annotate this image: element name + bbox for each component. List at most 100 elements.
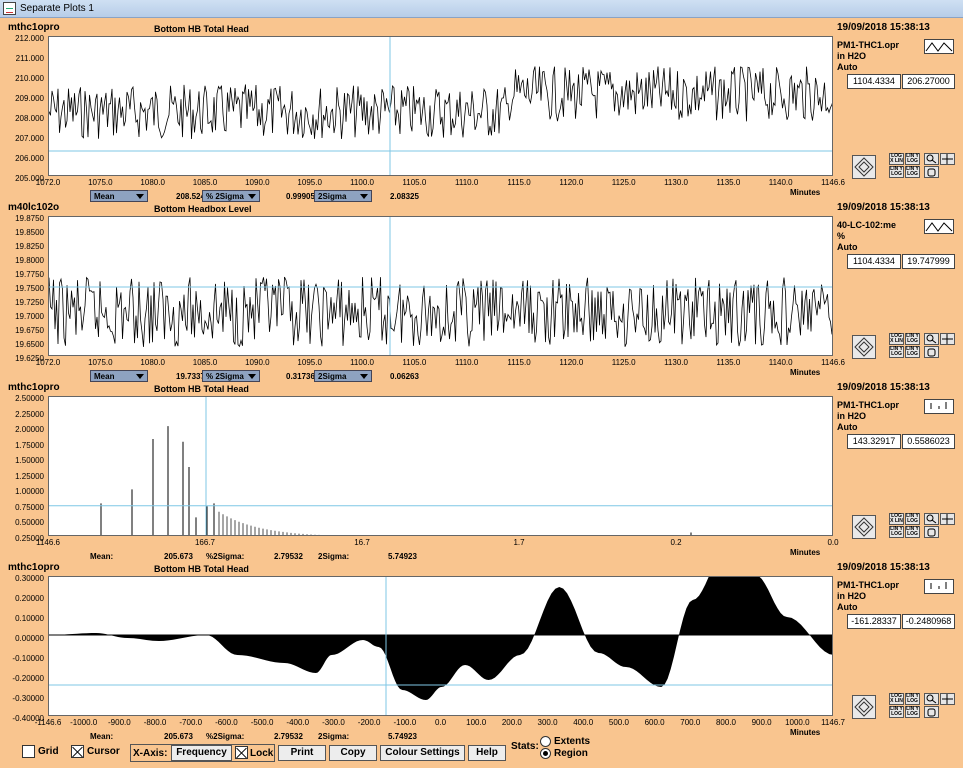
y-tick-label: 19.6500 xyxy=(15,340,44,349)
stat2-value: 2.79532 xyxy=(274,552,303,561)
y-tick-label: 0.75000 xyxy=(15,502,44,512)
grid-checkbox[interactable] xyxy=(22,745,35,758)
stat2-select[interactable]: % 2Sigma xyxy=(202,190,260,202)
pan-navigation-icon[interactable] xyxy=(852,335,876,359)
lin-y-left-icon[interactable]: LIN Y LOG xyxy=(889,526,904,538)
x-tick-label: 100.0 xyxy=(466,718,487,727)
wave-style-icon[interactable] xyxy=(924,39,954,54)
help-button[interactable]: Help xyxy=(468,745,506,761)
y-tick-label: 19.6250 xyxy=(15,354,44,363)
plot-timestamp: 19/09/2018 15:38:13 xyxy=(837,562,930,573)
colour-settings-button[interactable]: Colour Settings xyxy=(380,745,465,761)
x-tick-label: 1120.0 xyxy=(559,358,584,367)
cursor-checkbox[interactable] xyxy=(71,745,84,758)
region-radio[interactable] xyxy=(540,748,551,759)
lin-y-left-icon[interactable]: LIN Y LOG xyxy=(889,166,904,178)
x-tick-label: 1105.0 xyxy=(402,358,427,367)
log-x-toggle-icon[interactable]: LOG X LIN xyxy=(889,513,904,525)
crosshair-icon[interactable] xyxy=(940,693,955,705)
zoom-icon[interactable] xyxy=(924,153,939,165)
plot-area[interactable] xyxy=(48,576,833,716)
copy-button[interactable]: Copy xyxy=(329,745,377,761)
zoom-icon[interactable] xyxy=(924,693,939,705)
crosshair-icon[interactable] xyxy=(940,333,955,345)
y-tick-label: 211.000 xyxy=(15,54,44,63)
lin-y-left-icon[interactable]: LIN Y LOG xyxy=(889,346,904,358)
stat3-select[interactable]: 2Sigma xyxy=(314,190,372,202)
y-tick-label: 0.10000 xyxy=(15,614,44,623)
log-x-toggle-icon[interactable]: LOG X LIN xyxy=(889,153,904,165)
x-tick-label: 1090.0 xyxy=(245,358,270,367)
y-tick-label: 205.000 xyxy=(15,174,44,183)
plot-trace xyxy=(49,397,832,535)
y-tick-label: 19.8000 xyxy=(15,256,44,265)
plot-area[interactable] xyxy=(48,216,833,356)
stats-label: Stats: xyxy=(511,741,539,752)
lin-y-toggle-icon[interactable]: LIN Y LOG xyxy=(905,153,920,165)
window-titlebar: Separate Plots 1 xyxy=(0,0,963,18)
plot-panel: mthc1opro Bottom HB Total Head 19/09/2018 … xyxy=(0,20,963,202)
x-tick-label: 1140.0 xyxy=(768,358,793,367)
log-x-toggle-icon[interactable]: LOG X LIN xyxy=(889,333,904,345)
x-tick-label: 400.0 xyxy=(573,718,594,727)
crosshair-icon[interactable] xyxy=(940,513,955,525)
x-tick-label: 900.0 xyxy=(751,718,772,727)
lock-checkbox[interactable] xyxy=(235,746,248,759)
bar-style-icon[interactable] xyxy=(924,579,954,594)
hand-pan-icon[interactable] xyxy=(924,706,939,718)
x-tick-label: 1095.0 xyxy=(297,178,322,187)
y-tick-label: 0.30000 xyxy=(15,574,44,583)
lin-y-right-icon[interactable]: LIN Y LOG xyxy=(905,346,920,358)
lin-y-toggle-icon[interactable]: LIN Y LOG xyxy=(905,693,920,705)
lin-y-right-icon[interactable]: LIN Y LOG xyxy=(905,526,920,538)
stat2-label: %2Sigma: xyxy=(206,732,245,741)
x-tick-label: 1115.0 xyxy=(507,178,531,187)
x-tick-label: 1085.0 xyxy=(192,358,218,367)
pan-navigation-icon[interactable] xyxy=(852,155,876,179)
log-x-toggle-icon[interactable]: LOG X LIN xyxy=(889,693,904,705)
x-tick-label: 1085.0 xyxy=(192,178,218,187)
extents-radio[interactable] xyxy=(540,736,551,747)
y-tick-label: 1.50000 xyxy=(15,456,44,466)
x-tick-label: 1072.0 xyxy=(35,178,61,187)
stat1-select[interactable]: Mean xyxy=(90,190,148,202)
x-tick-label: 1135.0 xyxy=(716,178,741,187)
plot-area[interactable] xyxy=(48,396,833,536)
frequency-button[interactable]: Frequency xyxy=(171,745,232,761)
x-tick-label: 1120.0 xyxy=(559,178,584,187)
stat3-value: 5.74923 xyxy=(388,552,417,561)
stat1-select[interactable]: Mean xyxy=(90,370,148,382)
x-tick-label: -200.0 xyxy=(357,718,381,727)
lin-y-right-icon[interactable]: LIN Y LOG xyxy=(905,706,920,718)
x-tick-label: 166.7 xyxy=(194,538,216,547)
print-button[interactable]: Print xyxy=(278,745,326,761)
signal-tag: 40-LC-102:me xyxy=(837,220,897,230)
x-tick-label: 300.0 xyxy=(537,718,558,727)
x-tick-label: 700.0 xyxy=(680,718,701,727)
zoom-icon[interactable] xyxy=(924,333,939,345)
lin-y-toggle-icon[interactable]: LIN Y LOG xyxy=(905,513,920,525)
hand-pan-icon[interactable] xyxy=(924,526,939,538)
window-title: Separate Plots 1 xyxy=(20,3,94,14)
wave-style-icon[interactable] xyxy=(924,219,954,234)
x-tick-label: 1000.0 xyxy=(785,718,810,727)
pan-navigation-icon[interactable] xyxy=(852,695,876,719)
crosshair-icon[interactable] xyxy=(940,153,955,165)
x-tick-label: 500.0 xyxy=(608,718,629,727)
stat2-select[interactable]: % 2Sigma xyxy=(202,370,260,382)
lin-y-right-icon[interactable]: LIN Y LOG xyxy=(905,166,920,178)
zoom-icon[interactable] xyxy=(924,513,939,525)
y-tick-label: 0.50000 xyxy=(15,518,44,528)
signal-mode: Auto xyxy=(837,62,858,72)
hand-pan-icon[interactable] xyxy=(924,166,939,178)
plot-area[interactable] xyxy=(48,36,833,176)
bar-style-icon[interactable] xyxy=(924,399,954,414)
lin-y-toggle-icon[interactable]: LIN Y LOG xyxy=(905,333,920,345)
stat3-select[interactable]: 2Sigma xyxy=(314,370,372,382)
lin-y-left-icon[interactable]: LIN Y LOG xyxy=(889,706,904,718)
y-tick-label: 19.8250 xyxy=(15,242,44,251)
region-label: Region xyxy=(554,748,588,759)
pan-navigation-icon[interactable] xyxy=(852,515,876,539)
x-tick-label: 0.2 xyxy=(670,538,682,547)
hand-pan-icon[interactable] xyxy=(924,346,939,358)
